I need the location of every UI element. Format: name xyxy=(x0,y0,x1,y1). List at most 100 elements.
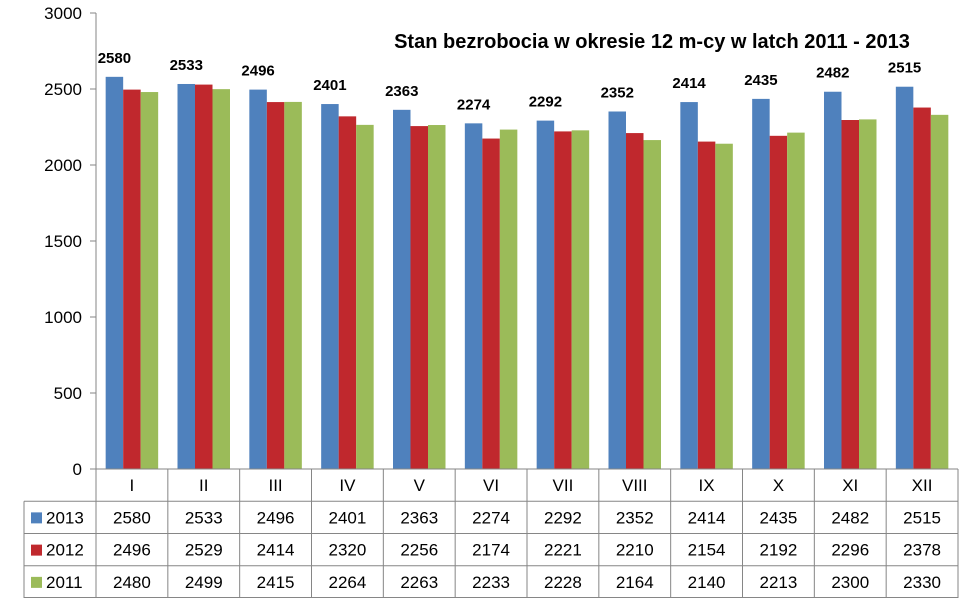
bar-2011-IV xyxy=(356,124,374,469)
bar-2011-X xyxy=(787,132,805,469)
y-tick-label: 0 xyxy=(73,460,82,479)
x-category-label: IV xyxy=(339,476,356,495)
bar-2013-X xyxy=(752,98,770,469)
table-cell: 2300 xyxy=(831,573,869,592)
data-label-X: 2435 xyxy=(744,72,777,89)
bar-2012-VII xyxy=(554,131,572,469)
table-cell: 2320 xyxy=(329,541,367,560)
table-cell: 2363 xyxy=(400,508,438,527)
table-cell: 2533 xyxy=(185,508,223,527)
data-label-I: 2580 xyxy=(98,50,131,67)
table-cell: 2264 xyxy=(329,573,367,592)
table-cell: 2580 xyxy=(113,508,151,527)
bar-2011-VIII xyxy=(643,140,661,469)
bar-2012-IV xyxy=(338,116,357,470)
x-category-label: IX xyxy=(699,476,715,495)
bar-2012-X xyxy=(769,135,788,470)
table-cell: 2435 xyxy=(760,508,798,527)
table-cell: 2296 xyxy=(831,541,869,560)
bar-2011-I xyxy=(140,92,159,469)
bar-2012-I xyxy=(123,89,141,469)
bar-2011-VII xyxy=(571,130,590,469)
legend-label-2012: 2012 xyxy=(46,541,84,560)
bar-2011-VI xyxy=(499,129,518,470)
data-label-III: 2496 xyxy=(241,63,274,80)
bar-2011-V xyxy=(428,125,446,470)
x-category-label: X xyxy=(773,476,784,495)
table-cell: 2256 xyxy=(400,541,438,560)
data-label-XII: 2515 xyxy=(888,60,921,77)
table-cell: 2499 xyxy=(185,573,223,592)
table-cell: 2496 xyxy=(257,508,295,527)
bar-2012-III xyxy=(266,102,285,470)
table-cell: 2213 xyxy=(760,573,798,592)
table-cell: 2414 xyxy=(688,508,726,527)
bar-2013-XI xyxy=(824,91,842,470)
data-label-VI: 2274 xyxy=(457,96,491,113)
table-cell: 2414 xyxy=(257,541,295,560)
table-cell: 2174 xyxy=(472,541,510,560)
x-category-label: III xyxy=(268,476,282,495)
x-category-label: XI xyxy=(842,476,858,495)
legend-label-2011: 2011 xyxy=(46,573,83,592)
table-cell: 2164 xyxy=(616,573,654,592)
bar-2011-II xyxy=(212,89,230,469)
table-cell: 2192 xyxy=(760,541,798,560)
legend-key-2012 xyxy=(31,544,42,556)
bar-2013-III xyxy=(249,89,267,469)
bar-2013-I xyxy=(105,76,124,469)
x-category-label: I xyxy=(130,476,135,495)
bar-2012-II xyxy=(195,84,213,469)
bar-2013-VII xyxy=(536,120,555,469)
bar-2012-XII xyxy=(913,107,931,469)
bar-2013-IV xyxy=(321,104,339,469)
table-cell: 2529 xyxy=(185,541,223,560)
bar-2013-VI xyxy=(464,123,483,470)
table-cell: 2292 xyxy=(544,508,582,527)
y-tick-label: 2000 xyxy=(44,156,82,175)
x-category-label: II xyxy=(199,476,208,495)
y-tick-label: 3000 xyxy=(44,4,82,23)
legend-key-2013 xyxy=(31,512,42,524)
table-cell: 2140 xyxy=(688,573,726,592)
data-label-IX: 2414 xyxy=(672,75,706,92)
legend-label-2013: 2013 xyxy=(46,508,84,527)
bar-2013-II xyxy=(177,83,195,469)
bar-2013-XII xyxy=(895,86,914,469)
table-cell: 2263 xyxy=(400,573,438,592)
table-cell: 2154 xyxy=(688,541,726,560)
bar-2013-IX xyxy=(680,102,698,470)
table-cell: 2330 xyxy=(903,573,941,592)
table-cell: 2415 xyxy=(257,573,295,592)
bar-2013-VIII xyxy=(608,111,626,469)
bar-2011-XI xyxy=(859,119,877,470)
y-tick-label: 1000 xyxy=(44,308,82,327)
data-label-VIII: 2352 xyxy=(601,84,634,101)
data-label-II: 2533 xyxy=(170,57,203,74)
chart-title: Stan bezrobocia w okresie 12 m-cy w latc… xyxy=(394,31,910,53)
table-cell: 2210 xyxy=(616,541,654,560)
bar-2012-V xyxy=(410,126,428,469)
bar-2011-IX xyxy=(715,143,733,469)
data-label-VII: 2292 xyxy=(529,94,562,111)
table-cell: 2480 xyxy=(113,573,151,592)
table-cell: 2401 xyxy=(329,508,367,527)
legend-key-2011 xyxy=(31,576,42,588)
y-tick-label: 500 xyxy=(54,384,82,403)
y-tick-label: 2500 xyxy=(44,80,82,99)
bar-2012-IX xyxy=(697,141,716,470)
table-cell: 2233 xyxy=(472,573,510,592)
bar-2012-XI xyxy=(841,120,859,470)
bar-2011-XII xyxy=(930,114,949,469)
bar-2011-III xyxy=(284,101,302,470)
y-tick-label: 1500 xyxy=(44,232,82,251)
data-label-V: 2363 xyxy=(385,83,418,100)
data-label-IV: 2401 xyxy=(313,77,346,94)
table-cell: 2352 xyxy=(616,508,654,527)
bar-2013-V xyxy=(393,109,411,469)
table-cell: 2378 xyxy=(903,541,941,560)
x-category-label: VIII xyxy=(622,476,648,495)
table-cell: 2221 xyxy=(544,541,582,560)
bar-2012-VI xyxy=(482,138,500,469)
x-category-label: VII xyxy=(553,476,574,495)
